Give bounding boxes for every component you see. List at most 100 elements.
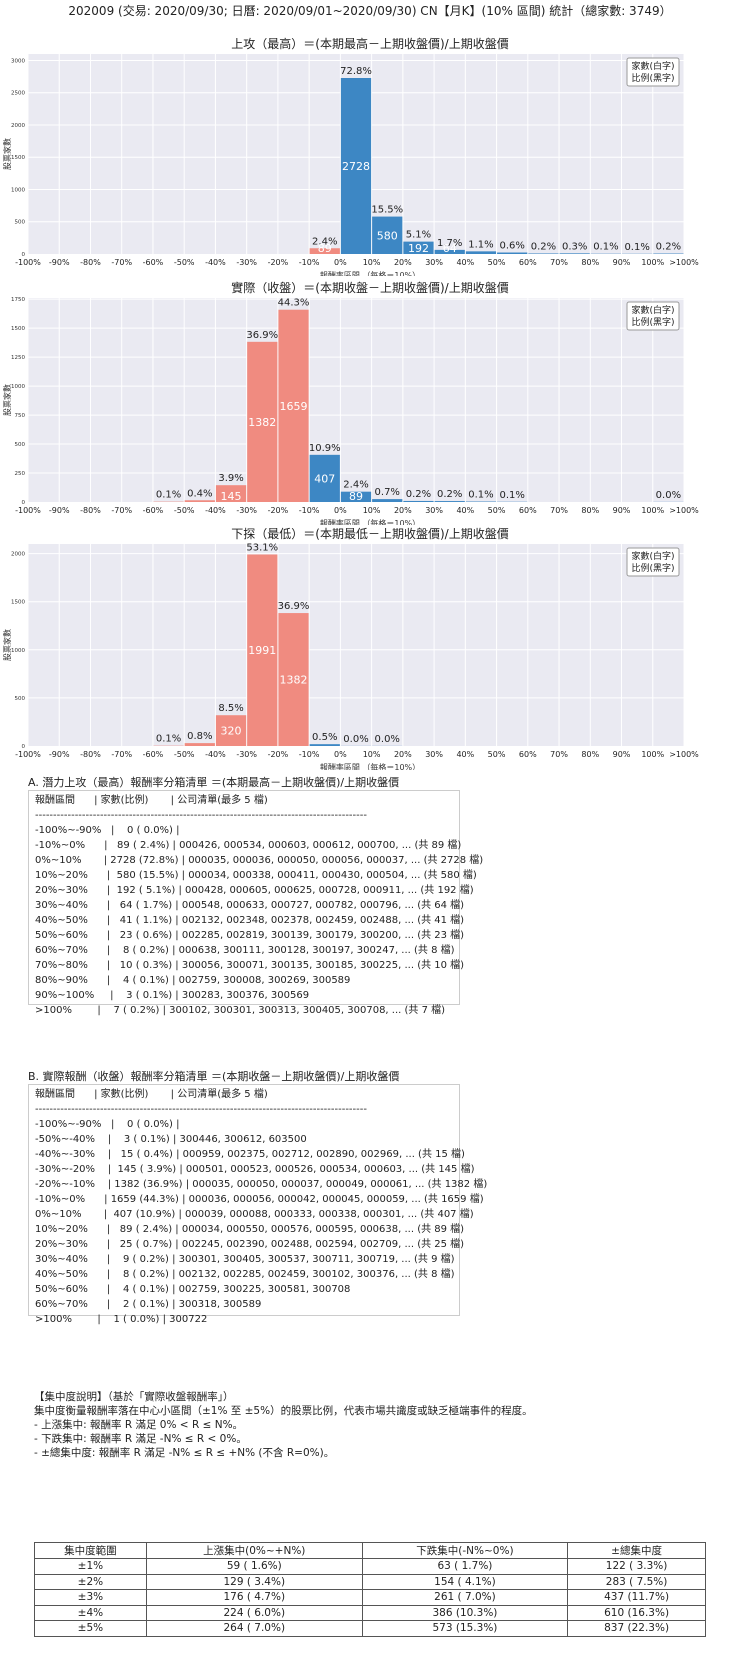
x-tick-label: >100%: [669, 506, 699, 515]
x-tick-label: -50%: [174, 750, 195, 759]
bar: [465, 251, 497, 254]
x-tick-label: >100%: [669, 750, 699, 759]
x-axis-label: 報酬率區間 （每格＝10%）: [320, 518, 420, 525]
x-axis-label: 報酬率區間 （每格＝10%）: [320, 762, 420, 770]
section-b-line: 60%~70% | 2 ( 0.1%) | 300318, 300589: [35, 1299, 262, 1310]
legend-entry: 家數(白字): [631, 304, 674, 316]
x-tick-label: 10%: [363, 506, 381, 515]
x-tick-label: -30%: [236, 506, 257, 515]
x-tick-label: -10%: [299, 258, 320, 267]
x-tick-label: -100%: [15, 506, 41, 515]
plot-area: [28, 298, 684, 502]
bar: [184, 743, 215, 746]
y-axis-label: 股票家數: [2, 629, 12, 661]
section-a-line: 50%~60% | 23 ( 0.6%) | 002285, 002819, 3…: [35, 930, 465, 941]
x-tick-label: -30%: [236, 750, 257, 759]
x-tick-label: -90%: [49, 750, 70, 759]
table-row: ±2% 129 ( 3.4%) 154 ( 4.1%) 283 ( 7.5%): [34, 1573, 706, 1590]
x-tick-label: 100%: [641, 750, 664, 759]
table-cell: ±3%: [34, 1589, 147, 1606]
legend-entry: 比例(黑字): [631, 72, 674, 84]
y-tick-label: 500: [15, 442, 26, 448]
bar: [497, 252, 528, 254]
section-a-line: 40%~50% | 41 ( 1.1%) | 002132, 002348, 0…: [35, 915, 465, 926]
x-tick-label: -70%: [111, 750, 132, 759]
x-tick-label: 70%: [550, 506, 568, 515]
section-b-line: -100%~-90% | 0 ( 0.0%) |: [35, 1119, 180, 1130]
bar-pct-label: 72.8%: [340, 66, 372, 77]
bar: [247, 554, 278, 746]
bar: [278, 613, 309, 746]
bar-pct-label: 0.6%: [499, 241, 524, 252]
section-a-line: 20%~30% | 192 ( 5.1%) | 000428, 000605, …: [35, 885, 474, 896]
x-tick-label: -80%: [80, 258, 101, 267]
x-tick-label: 50%: [488, 258, 506, 267]
bar: [247, 341, 278, 502]
section-a-line: 報酬區間 | 家數(比例) | 公司清單(最多 5 檔): [35, 795, 268, 806]
table-cell: 837 (22.3%): [567, 1620, 706, 1637]
concentration-line: 【集中度說明】（基於「實際收盤報酬率」）: [34, 1391, 234, 1403]
x-tick-label: 90%: [613, 258, 631, 267]
bar-count-label: 192: [408, 242, 429, 255]
table-cell: 59 ( 1.6%): [145, 1558, 363, 1575]
bar-pct-label: 0.1%: [156, 734, 181, 745]
bar-count-label: 1382: [280, 674, 308, 687]
bar-count-label: 64: [443, 242, 457, 255]
section-a-line: 10%~20% | 580 (15.5%) | 000034, 000338, …: [35, 870, 477, 881]
legend-box: 家數(白字)比例(黑字): [626, 57, 680, 87]
x-tick-label: -20%: [268, 506, 289, 515]
legend-entry: 家數(白字): [631, 60, 674, 72]
x-tick-label: 70%: [550, 750, 568, 759]
x-tick-label: 70%: [550, 258, 568, 267]
x-tick-label: 90%: [613, 750, 631, 759]
bar-pct-label: 0.7%: [375, 487, 400, 498]
x-tick-label: 50%: [488, 506, 506, 515]
x-tick-label: 0%: [334, 750, 347, 759]
bar-count-label: 89: [318, 242, 332, 255]
section-a-line: >100% | 7 ( 0.2%) | 300102, 300301, 3003…: [35, 1005, 446, 1016]
section-a-line: 90%~100% | 3 ( 0.1%) | 300283, 300376, 3…: [35, 990, 310, 1001]
column-header: 下跌集中(-N%~0%): [361, 1542, 569, 1559]
x-tick-label: -70%: [111, 506, 132, 515]
x-tick-label: 20%: [394, 506, 412, 515]
x-tick-label: 20%: [394, 258, 412, 267]
table-cell: 437 (11.7%): [567, 1589, 706, 1606]
concentration-line: - 下跌集中: 報酬率 R 滿足 -N% ≤ R < 0%。: [34, 1433, 247, 1445]
table-cell: 63 ( 1.7%): [361, 1558, 569, 1575]
legend-box: 家數(白字)比例(黑字): [626, 547, 680, 577]
bar-pct-label: 0.2%: [656, 242, 681, 253]
column-header: 上漲集中(0%~+N%): [145, 1542, 363, 1559]
chart-title: 下探（最低）＝(本期最低－上期收盤價)/上期收盤價: [231, 527, 508, 541]
section-a-line: 60%~70% | 8 ( 0.2%) | 000638, 300111, 30…: [35, 945, 455, 956]
legend-entry: 比例(黑字): [631, 316, 674, 328]
x-tick-label: 80%: [581, 258, 599, 267]
bar-count-label: 1659: [280, 400, 308, 413]
bar-pct-label: 0.8%: [187, 731, 212, 742]
section-b-line: -20%~-10% | 1382 (36.9%) | 000035, 00005…: [35, 1179, 488, 1190]
y-tick-label: 250: [15, 471, 26, 477]
bar-pct-label: 0.1%: [156, 490, 181, 501]
section-b-line: -40%~-30% | 15 ( 0.4%) | 000959, 002375,…: [35, 1149, 465, 1160]
y-tick-label: 2000: [11, 552, 25, 558]
y-tick-label: 750: [15, 413, 26, 419]
bar: [340, 78, 372, 254]
legend-entry: 家數(白字): [631, 550, 674, 562]
x-tick-label: -10%: [299, 750, 320, 759]
x-tick-label: -30%: [236, 258, 257, 267]
bar-pct-label: 0.2%: [531, 241, 556, 252]
table-cell: 283 ( 7.5%): [567, 1573, 706, 1590]
section-b-line: 50%~60% | 4 ( 0.1%) | 002759, 300225, 30…: [35, 1284, 351, 1295]
bar-pct-label: 2.4%: [312, 236, 337, 247]
bar: [434, 249, 465, 254]
plot-area: [28, 544, 684, 746]
section-b-line: 20%~30% | 25 ( 0.7%) | 002245, 002390, 0…: [35, 1239, 465, 1250]
bar-count-label: 1991: [248, 644, 276, 657]
x-tick-label: -90%: [49, 258, 70, 267]
section-b-line: -30%~-20% | 145 ( 3.9%) | 000501, 000523…: [35, 1164, 475, 1175]
section-b-line: >100% | 1 ( 0.0%) | 300722: [35, 1314, 208, 1325]
x-tick-label: 90%: [613, 506, 631, 515]
section-b-line: 10%~20% | 89 ( 2.4%) | 000034, 000550, 0…: [35, 1224, 465, 1235]
bar: [309, 248, 340, 254]
page-title: 202009 (交易: 2020/09/30; 日曆: 2020/09/01~2…: [68, 4, 672, 18]
chart-actual-close: 實際（收盤）＝(本期收盤－上期收盤價)/上期收盤價 0 250 500 750 1000 1…: [2, 280, 699, 525]
